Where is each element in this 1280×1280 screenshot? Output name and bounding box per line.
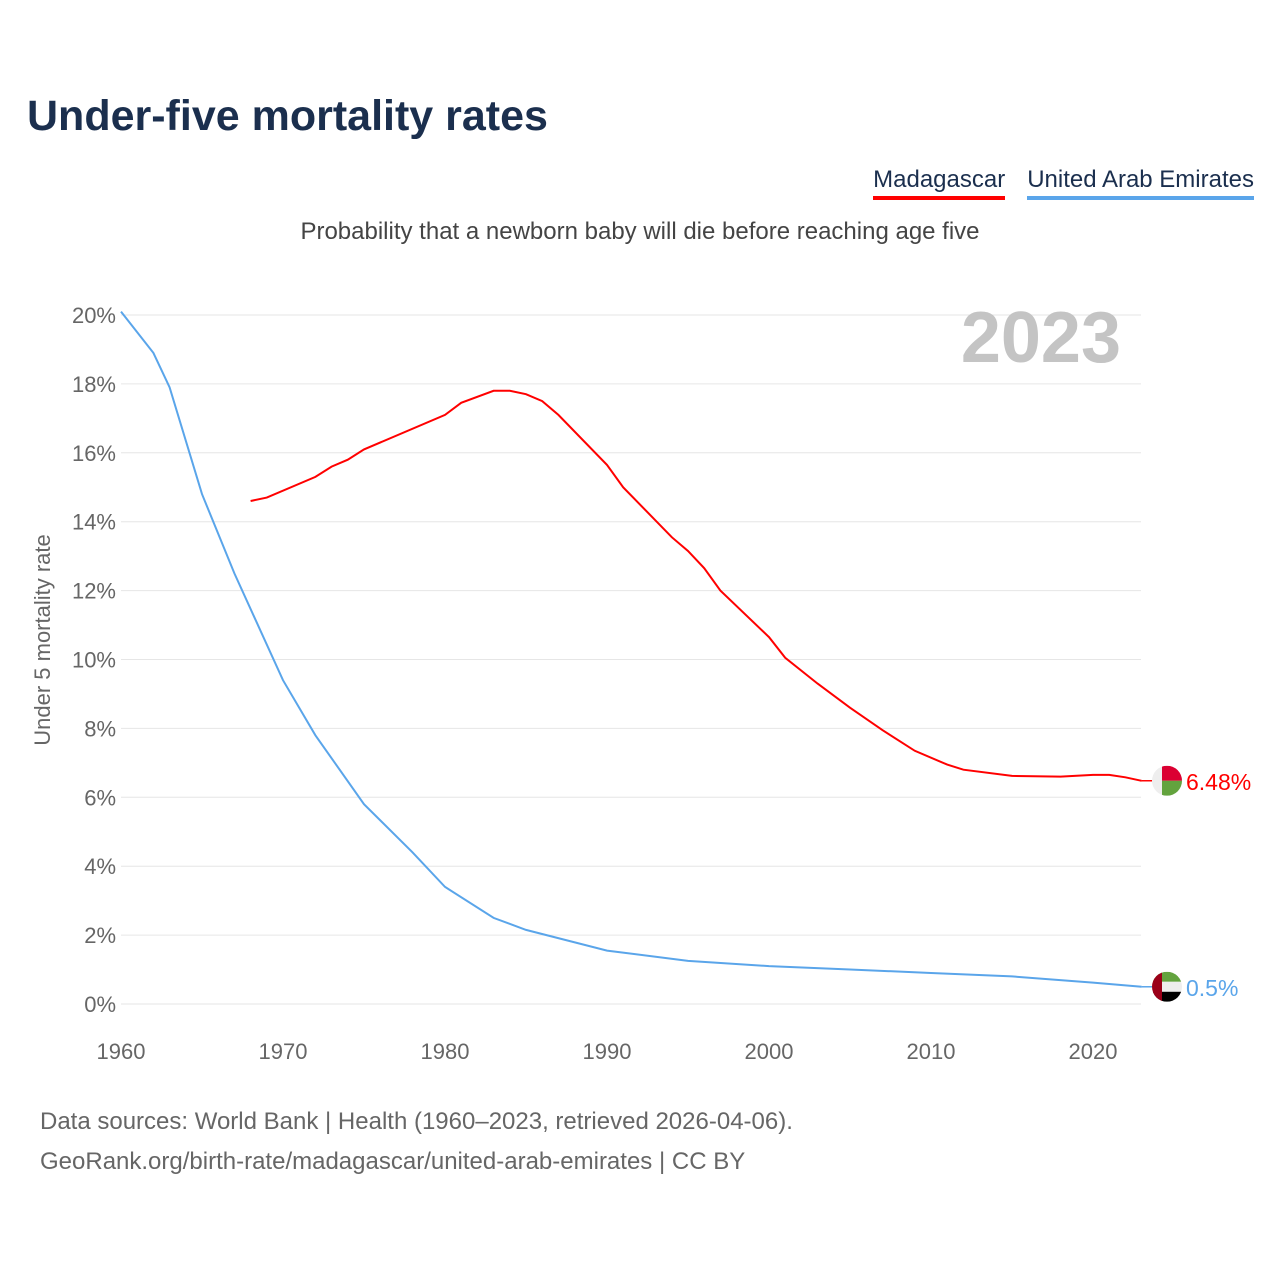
source-line-2[interactable]: GeoRank.org/birth-rate/madagascar/united…	[40, 1148, 746, 1175]
x-tick-label: 1980	[421, 1039, 470, 1064]
x-tick-label: 2000	[745, 1039, 794, 1064]
y-tick-label: 16%	[72, 441, 116, 466]
y-tick-label: 4%	[84, 854, 116, 879]
y-tick-label: 8%	[84, 716, 116, 741]
x-tick-label: 1990	[583, 1039, 632, 1064]
chart-subtitle: Probability that a newborn baby will die…	[300, 218, 980, 245]
legend-uae[interactable]: United Arab Emirates	[1027, 166, 1254, 200]
end-value-label: 6.48%	[1186, 769, 1251, 795]
y-tick-label: 2%	[84, 923, 116, 948]
chart-title: Under-five mortality rates	[27, 92, 548, 140]
y-tick-label: 12%	[72, 579, 116, 604]
x-tick-label: 1970	[259, 1039, 308, 1064]
uae-flag-icon	[1152, 971, 1182, 1002]
x-tick-label: 2010	[907, 1039, 956, 1064]
end-value-label: 0.5%	[1186, 975, 1238, 1001]
legend-madagascar[interactable]: Madagascar	[873, 166, 1006, 200]
legend: Madagascar United Arab Emirates	[873, 166, 1254, 200]
y-tick-label: 6%	[84, 785, 116, 810]
y-tick-label: 18%	[72, 372, 116, 397]
series-line-uae	[120, 310, 1142, 988]
y-tick-label: 0%	[84, 992, 116, 1017]
y-tick-label: 10%	[72, 648, 116, 673]
y-tick-label: 20%	[72, 303, 116, 328]
y-axis-label: Under 5 mortality rate	[30, 534, 55, 746]
y-tick-label: 14%	[72, 510, 116, 535]
x-tick-label: 2020	[1069, 1039, 1118, 1064]
madagascar-flag-icon	[1152, 765, 1182, 796]
year-label: 2023	[961, 298, 1121, 378]
source-line-1: Data sources: World Bank | Health (1960–…	[40, 1108, 793, 1135]
x-tick-label: 1960	[97, 1039, 146, 1064]
series-line-madagascar	[250, 389, 1142, 782]
